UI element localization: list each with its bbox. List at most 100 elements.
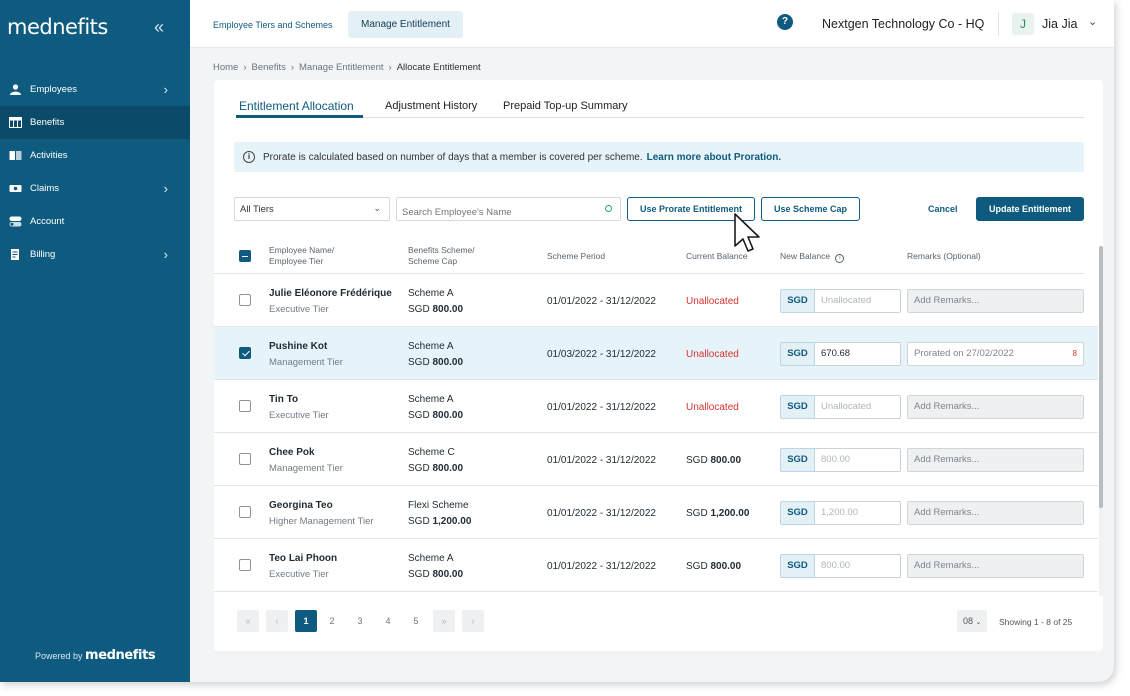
employee-name: Pushine Kot (269, 341, 328, 352)
breadcrumb-home[interactable]: Home (213, 62, 239, 73)
use-prorate-button[interactable]: Use Prorate Entitlement (627, 197, 755, 221)
sidebar-item-label: Activities (30, 150, 68, 161)
company-name[interactable]: Nextgen Technology Co - HQ (822, 17, 985, 31)
prev-page-button[interactable]: ‹ (266, 610, 288, 632)
sidebar-item-billing[interactable]: Billing › (0, 238, 190, 271)
per-page-select[interactable]: 08 ⌄ (957, 610, 987, 632)
new-balance-input[interactable]: 800.00 (815, 554, 901, 578)
search-input[interactable] (396, 197, 621, 221)
benefit-scheme: Scheme A (408, 553, 454, 564)
remarks-input[interactable]: Prorated on 27/02/2022 8 (907, 342, 1084, 366)
select-all-checkbox[interactable] (239, 250, 251, 262)
powered-by-text: Powered by (35, 651, 83, 661)
toggle-icon (9, 216, 22, 227)
page-4-button[interactable]: 4 (385, 616, 391, 626)
first-page-button[interactable]: « (237, 610, 259, 632)
info-icon[interactable]: i (835, 254, 845, 263)
employee-tier: Management Tier (269, 463, 343, 474)
tier-filter-select[interactable]: All Tiers ⌄ (234, 197, 390, 221)
benefit-scheme: Scheme C (408, 447, 455, 458)
current-balance: Unallocated (686, 349, 739, 360)
scheme-period: 01/01/2022 - 31/12/2022 (547, 561, 656, 572)
page-2-button[interactable]: 2 (329, 616, 335, 626)
tab-employee-tiers[interactable]: Employee Tiers and Schemes (213, 19, 333, 30)
tab-manage-entitlement[interactable]: Manage Entitlement (348, 11, 463, 38)
remarks-input[interactable]: Add Remarks... (907, 395, 1084, 419)
avatar[interactable]: J (1012, 13, 1034, 35)
col-current-balance: Current Balance (686, 251, 748, 261)
row-checkbox[interactable] (239, 294, 251, 306)
tab-adjustment-history[interactable]: Adjustment History (385, 100, 478, 112)
user-name[interactable]: Jia Jia (1042, 17, 1078, 31)
currency-label: SGD (780, 342, 815, 366)
scrollbar-thumb[interactable] (1099, 246, 1103, 508)
remarks-char-count: 8 (1072, 349, 1077, 358)
user-icon (10, 84, 21, 95)
row-checkbox[interactable] (239, 559, 251, 571)
page-5-button[interactable]: 5 (413, 616, 419, 626)
chevron-right-icon: › (163, 247, 168, 262)
row-checkbox[interactable] (239, 347, 251, 359)
employee-tier: Executive Tier (269, 569, 329, 580)
scheme-period: 01/03/2022 - 31/12/2022 (547, 349, 656, 360)
app-window: mednefits « Employees › Benefits Activit… (0, 0, 1114, 682)
new-balance-input[interactable]: 1,200.00 (815, 501, 901, 525)
benefit-scheme: Scheme A (408, 288, 454, 299)
employee-tier: Executive Tier (269, 410, 329, 421)
sidebar-item-benefits[interactable]: Benefits (0, 106, 190, 139)
divider (998, 12, 999, 36)
sidebar-item-claims[interactable]: Claims › (0, 172, 190, 205)
remarks-input[interactable]: Add Remarks... (907, 448, 1084, 472)
sidebar-item-employees[interactable]: Employees › (0, 73, 190, 106)
table-row: Teo Lai Phoon Executive Tier Scheme A SG… (214, 539, 1098, 592)
new-balance-input[interactable]: 670.68 (815, 342, 901, 366)
benefit-scheme: Scheme A (408, 394, 454, 405)
sidebar-item-label: Employees (30, 84, 77, 95)
benefit-scheme: Scheme A (408, 341, 454, 352)
sidebar-item-activities[interactable]: Activities (0, 139, 190, 172)
scheme-cap: SGD 800.00 (408, 569, 464, 580)
page-1-button[interactable]: 1 (295, 610, 317, 632)
learn-more-link[interactable]: Learn more about Proration. (646, 151, 782, 163)
row-checkbox[interactable] (239, 400, 251, 412)
breadcrumb-separator: › (388, 62, 392, 73)
row-checkbox[interactable] (239, 453, 251, 465)
remarks-input[interactable]: Add Remarks... (907, 554, 1084, 578)
employee-tier: Executive Tier (269, 304, 329, 315)
top-bar: Employee Tiers and Schemes Manage Entitl… (190, 0, 1114, 48)
remarks-input[interactable]: Add Remarks... (907, 289, 1084, 313)
breadcrumb: Home › Benefits › Manage Entitlement › Allo… (213, 62, 481, 73)
scheme-period: 01/01/2022 - 31/12/2022 (547, 402, 656, 413)
use-scheme-cap-button[interactable]: Use Scheme Cap (761, 197, 860, 221)
remarks-input[interactable]: Add Remarks... (907, 501, 1084, 525)
chevron-down-icon[interactable]: ⌄ (1088, 16, 1098, 28)
new-balance-input[interactable]: Unallocated (815, 395, 901, 419)
collapse-sidebar-icon[interactable]: « (154, 17, 165, 37)
col-employee: Employee Name/Employee Tier (269, 245, 335, 266)
sidebar-item-label: Benefits (30, 117, 65, 128)
next-pages-button[interactable]: » (433, 610, 455, 632)
sidebar-item-label: Account (30, 216, 65, 227)
update-entitlement-button[interactable]: Update Entitlement (976, 197, 1084, 221)
table-header: Employee Name/Employee Tier Benefits Sch… (214, 238, 1084, 274)
tab-entitlement-allocation[interactable]: Entitlement Allocation (239, 99, 354, 113)
table-row: Julie Eléonore Frédérique Executive Tier… (214, 274, 1098, 327)
info-icon: i (243, 151, 255, 163)
breadcrumb-manage[interactable]: Manage Entitlement (299, 62, 384, 73)
cancel-button[interactable]: Cancel (928, 204, 958, 214)
tab-prepaid-topup[interactable]: Prepaid Top-up Summary (503, 100, 628, 112)
new-balance-input[interactable]: 800.00 (815, 448, 901, 472)
sidebar-item-account[interactable]: Account (0, 205, 190, 238)
page-3-button[interactable]: 3 (357, 616, 363, 626)
table-row: Tin To Executive Tier Scheme A SGD 800.0… (214, 380, 1098, 433)
breadcrumb-separator: › (290, 62, 295, 73)
breadcrumb-benefits[interactable]: Benefits (251, 62, 286, 73)
sidebar-item-label: Billing (30, 249, 56, 260)
help-icon[interactable]: ? (777, 14, 793, 30)
new-balance-input[interactable]: Unallocated (815, 289, 901, 313)
row-checkbox[interactable] (239, 506, 251, 518)
powered-by: Powered by mednefits (35, 648, 156, 663)
table-row: Chee Pok Management Tier Scheme C SGD 80… (214, 433, 1098, 486)
tier-filter-value: All Tiers (240, 204, 274, 215)
next-page-button[interactable]: › (462, 610, 484, 632)
